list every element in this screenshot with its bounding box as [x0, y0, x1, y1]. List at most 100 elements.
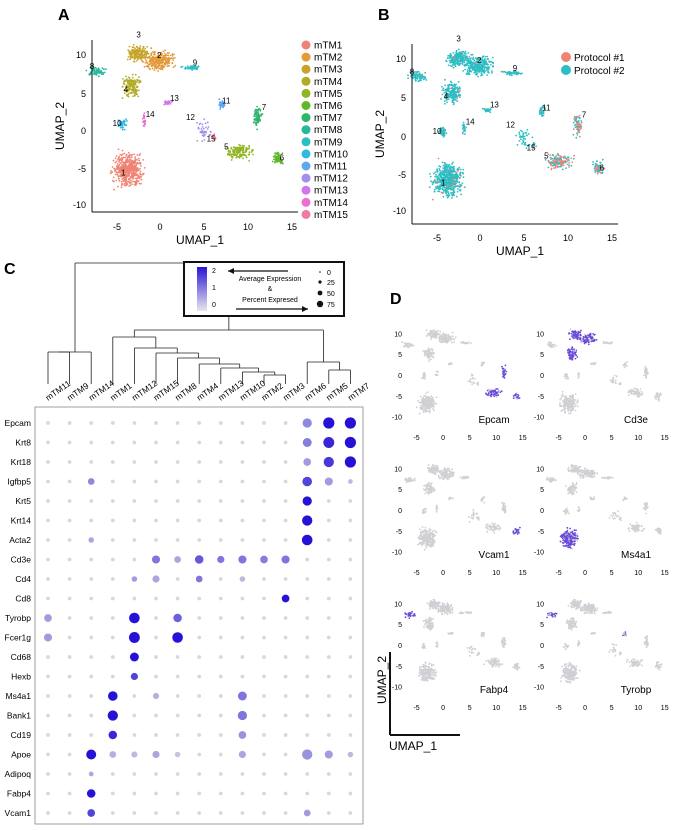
dot: [305, 772, 310, 776]
umap-point: [484, 55, 487, 58]
umap-point: [438, 190, 441, 193]
umap-point: [131, 73, 134, 76]
feature-point: [445, 337, 448, 340]
dot: [240, 596, 245, 601]
feature-point: [412, 344, 414, 347]
umap-point: [121, 149, 124, 152]
umap-point: [138, 159, 141, 162]
umap-point: [135, 171, 138, 173]
umap-point: [117, 175, 120, 178]
umap-point: [131, 84, 134, 86]
dot: [132, 811, 137, 815]
umap-point: [118, 179, 121, 182]
dot: [67, 616, 72, 620]
umap-point: [444, 84, 446, 87]
feature-point: [516, 396, 519, 398]
umap-point: [484, 58, 486, 60]
umap-point: [452, 97, 454, 100]
umap-point: [522, 141, 524, 144]
feature-point: [429, 404, 432, 406]
umap-point: [464, 50, 467, 53]
umap-point: [554, 156, 557, 159]
gene-label: Hexb: [11, 672, 31, 682]
umap-point: [451, 87, 454, 90]
umap-point: [112, 159, 115, 162]
feature-point: [462, 342, 465, 344]
dot: [129, 652, 139, 662]
gene-label: Vcam1: [5, 808, 32, 818]
umap-point: [125, 75, 127, 78]
umap-point: [135, 174, 138, 177]
umap-point: [227, 147, 230, 150]
feature-point: [422, 408, 424, 410]
umap-point: [129, 177, 132, 180]
umap-point: [128, 174, 131, 177]
dot: [218, 655, 223, 659]
dot: [283, 655, 288, 659]
legend-label: mTM6: [314, 101, 343, 112]
dot: [67, 538, 72, 542]
a-x-tick: 10: [243, 222, 253, 232]
umap-point: [456, 61, 459, 64]
legend-label: mTM4: [314, 77, 343, 88]
umap-point: [552, 154, 555, 157]
dot: [46, 577, 50, 581]
umap-point: [438, 165, 441, 168]
dot: [283, 713, 288, 718]
umap-point: [134, 165, 136, 168]
umap-point: [118, 163, 121, 166]
legend-label: mTM10: [314, 149, 348, 160]
feature-point: [498, 390, 501, 393]
umap-point: [577, 124, 580, 127]
a-x-tick: 0: [157, 222, 162, 232]
dot: [302, 476, 313, 487]
cluster-label: 7: [582, 110, 587, 119]
dot: [154, 713, 158, 718]
dot: [131, 751, 138, 758]
umap-point: [129, 80, 132, 83]
dot: [46, 499, 50, 503]
umap-point: [126, 84, 128, 87]
dot: [238, 555, 247, 564]
umap-point: [157, 52, 160, 55]
umap-point: [123, 128, 126, 131]
umap-point: [526, 134, 528, 137]
dot: [305, 557, 310, 562]
umap-point: [572, 157, 575, 160]
gene-label: Ms4a1: [5, 691, 31, 701]
umap-point: [131, 50, 134, 52]
umap-point: [129, 156, 131, 159]
umap-point: [153, 67, 156, 69]
umap-point: [430, 180, 432, 183]
dot: [132, 733, 137, 737]
dot: [262, 674, 266, 679]
dot: [262, 811, 266, 815]
umap-point: [457, 185, 460, 188]
feature-point: [410, 344, 412, 347]
dot: [46, 772, 50, 776]
dot: [110, 791, 115, 796]
d-x-tick: 10: [492, 435, 500, 442]
umap-point: [442, 164, 445, 167]
umap-point: [407, 77, 409, 79]
umap-point: [452, 161, 454, 164]
umap-point: [432, 172, 435, 175]
umap-point: [145, 54, 148, 56]
feature-point: [476, 382, 479, 385]
umap-point: [565, 157, 568, 160]
dot: [132, 596, 137, 601]
umap-point: [85, 69, 88, 72]
umap-point: [134, 56, 137, 58]
dot: [197, 713, 202, 718]
umap-point: [458, 63, 461, 66]
dot: [262, 655, 266, 659]
legend-label: mTM5: [314, 89, 343, 100]
umap-point: [527, 133, 530, 135]
dot: [197, 733, 202, 737]
umap-point: [274, 160, 277, 163]
umap-point: [248, 151, 251, 154]
umap-point: [130, 92, 133, 94]
dot: [89, 713, 94, 718]
umap-point: [138, 81, 141, 84]
umap-point: [139, 168, 141, 170]
